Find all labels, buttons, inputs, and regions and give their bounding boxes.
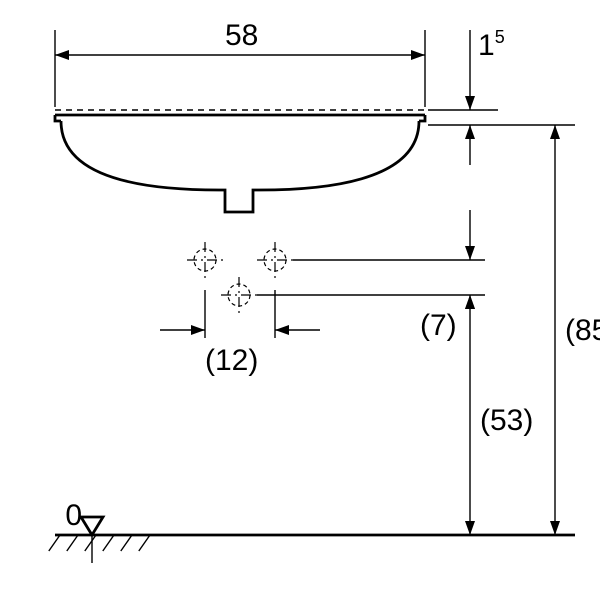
dim-7-label: (7) [420,309,457,342]
dim-1-5-label: 15 [478,27,505,62]
dim-85-label: (85) [565,314,600,347]
drain [219,190,259,212]
bowl-left [61,121,219,190]
dim-12-label: (12) [205,344,258,377]
bowl-right [259,121,419,190]
datum-label: 0 [65,499,82,532]
technical-drawing: 58 15 (85) (7) (53) (12) 0 [0,0,600,600]
dim-58-label: 58 [225,19,258,52]
dim-53-label: (53) [480,404,533,437]
datum-triangle [81,517,103,535]
